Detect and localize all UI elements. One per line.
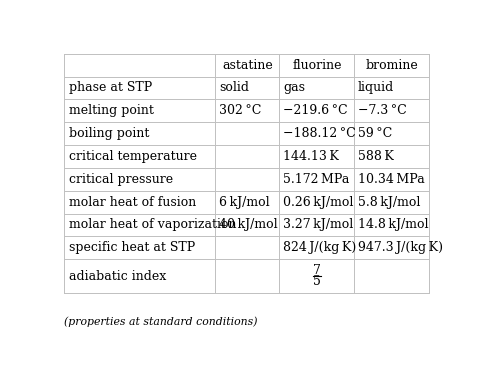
Text: 824 J/(kg K): 824 J/(kg K)	[283, 241, 356, 254]
Text: 10.34 MPa: 10.34 MPa	[357, 173, 424, 186]
Text: boiling point: boiling point	[69, 127, 149, 140]
Text: (properties at standard conditions): (properties at standard conditions)	[64, 317, 257, 327]
Text: critical pressure: critical pressure	[69, 173, 172, 186]
Text: 588 K: 588 K	[357, 150, 393, 163]
Text: 7: 7	[312, 264, 320, 277]
Text: adiabatic index: adiabatic index	[69, 270, 166, 283]
Text: 3.27 kJ/mol: 3.27 kJ/mol	[283, 219, 353, 231]
Text: 144.13 K: 144.13 K	[283, 150, 338, 163]
Text: bromine: bromine	[365, 58, 417, 72]
Text: astatine: astatine	[222, 58, 272, 72]
Text: 5.8 kJ/mol: 5.8 kJ/mol	[357, 196, 420, 208]
Text: 40 kJ/mol: 40 kJ/mol	[219, 219, 277, 231]
Text: gas: gas	[283, 81, 304, 94]
Text: 59 °C: 59 °C	[357, 127, 392, 140]
Text: 0.26 kJ/mol: 0.26 kJ/mol	[283, 196, 353, 208]
Text: 302 °C: 302 °C	[219, 104, 261, 117]
Text: specific heat at STP: specific heat at STP	[69, 241, 194, 254]
Text: −7.3 °C: −7.3 °C	[357, 104, 406, 117]
Text: solid: solid	[219, 81, 249, 94]
Text: molar heat of fusion: molar heat of fusion	[69, 196, 195, 208]
Text: melting point: melting point	[69, 104, 153, 117]
Text: −219.6 °C: −219.6 °C	[283, 104, 347, 117]
Text: molar heat of vaporization: molar heat of vaporization	[69, 219, 236, 231]
Text: fluorine: fluorine	[291, 58, 341, 72]
Text: 14.8 kJ/mol: 14.8 kJ/mol	[357, 219, 428, 231]
Text: 5.172 MPa: 5.172 MPa	[283, 173, 349, 186]
Text: 5: 5	[312, 275, 320, 288]
Text: liquid: liquid	[357, 81, 394, 94]
Text: −188.12 °C: −188.12 °C	[283, 127, 355, 140]
Text: 6 kJ/mol: 6 kJ/mol	[219, 196, 269, 208]
Text: 947.3 J/(kg K): 947.3 J/(kg K)	[357, 241, 442, 254]
Text: phase at STP: phase at STP	[69, 81, 152, 94]
Text: critical temperature: critical temperature	[69, 150, 196, 163]
